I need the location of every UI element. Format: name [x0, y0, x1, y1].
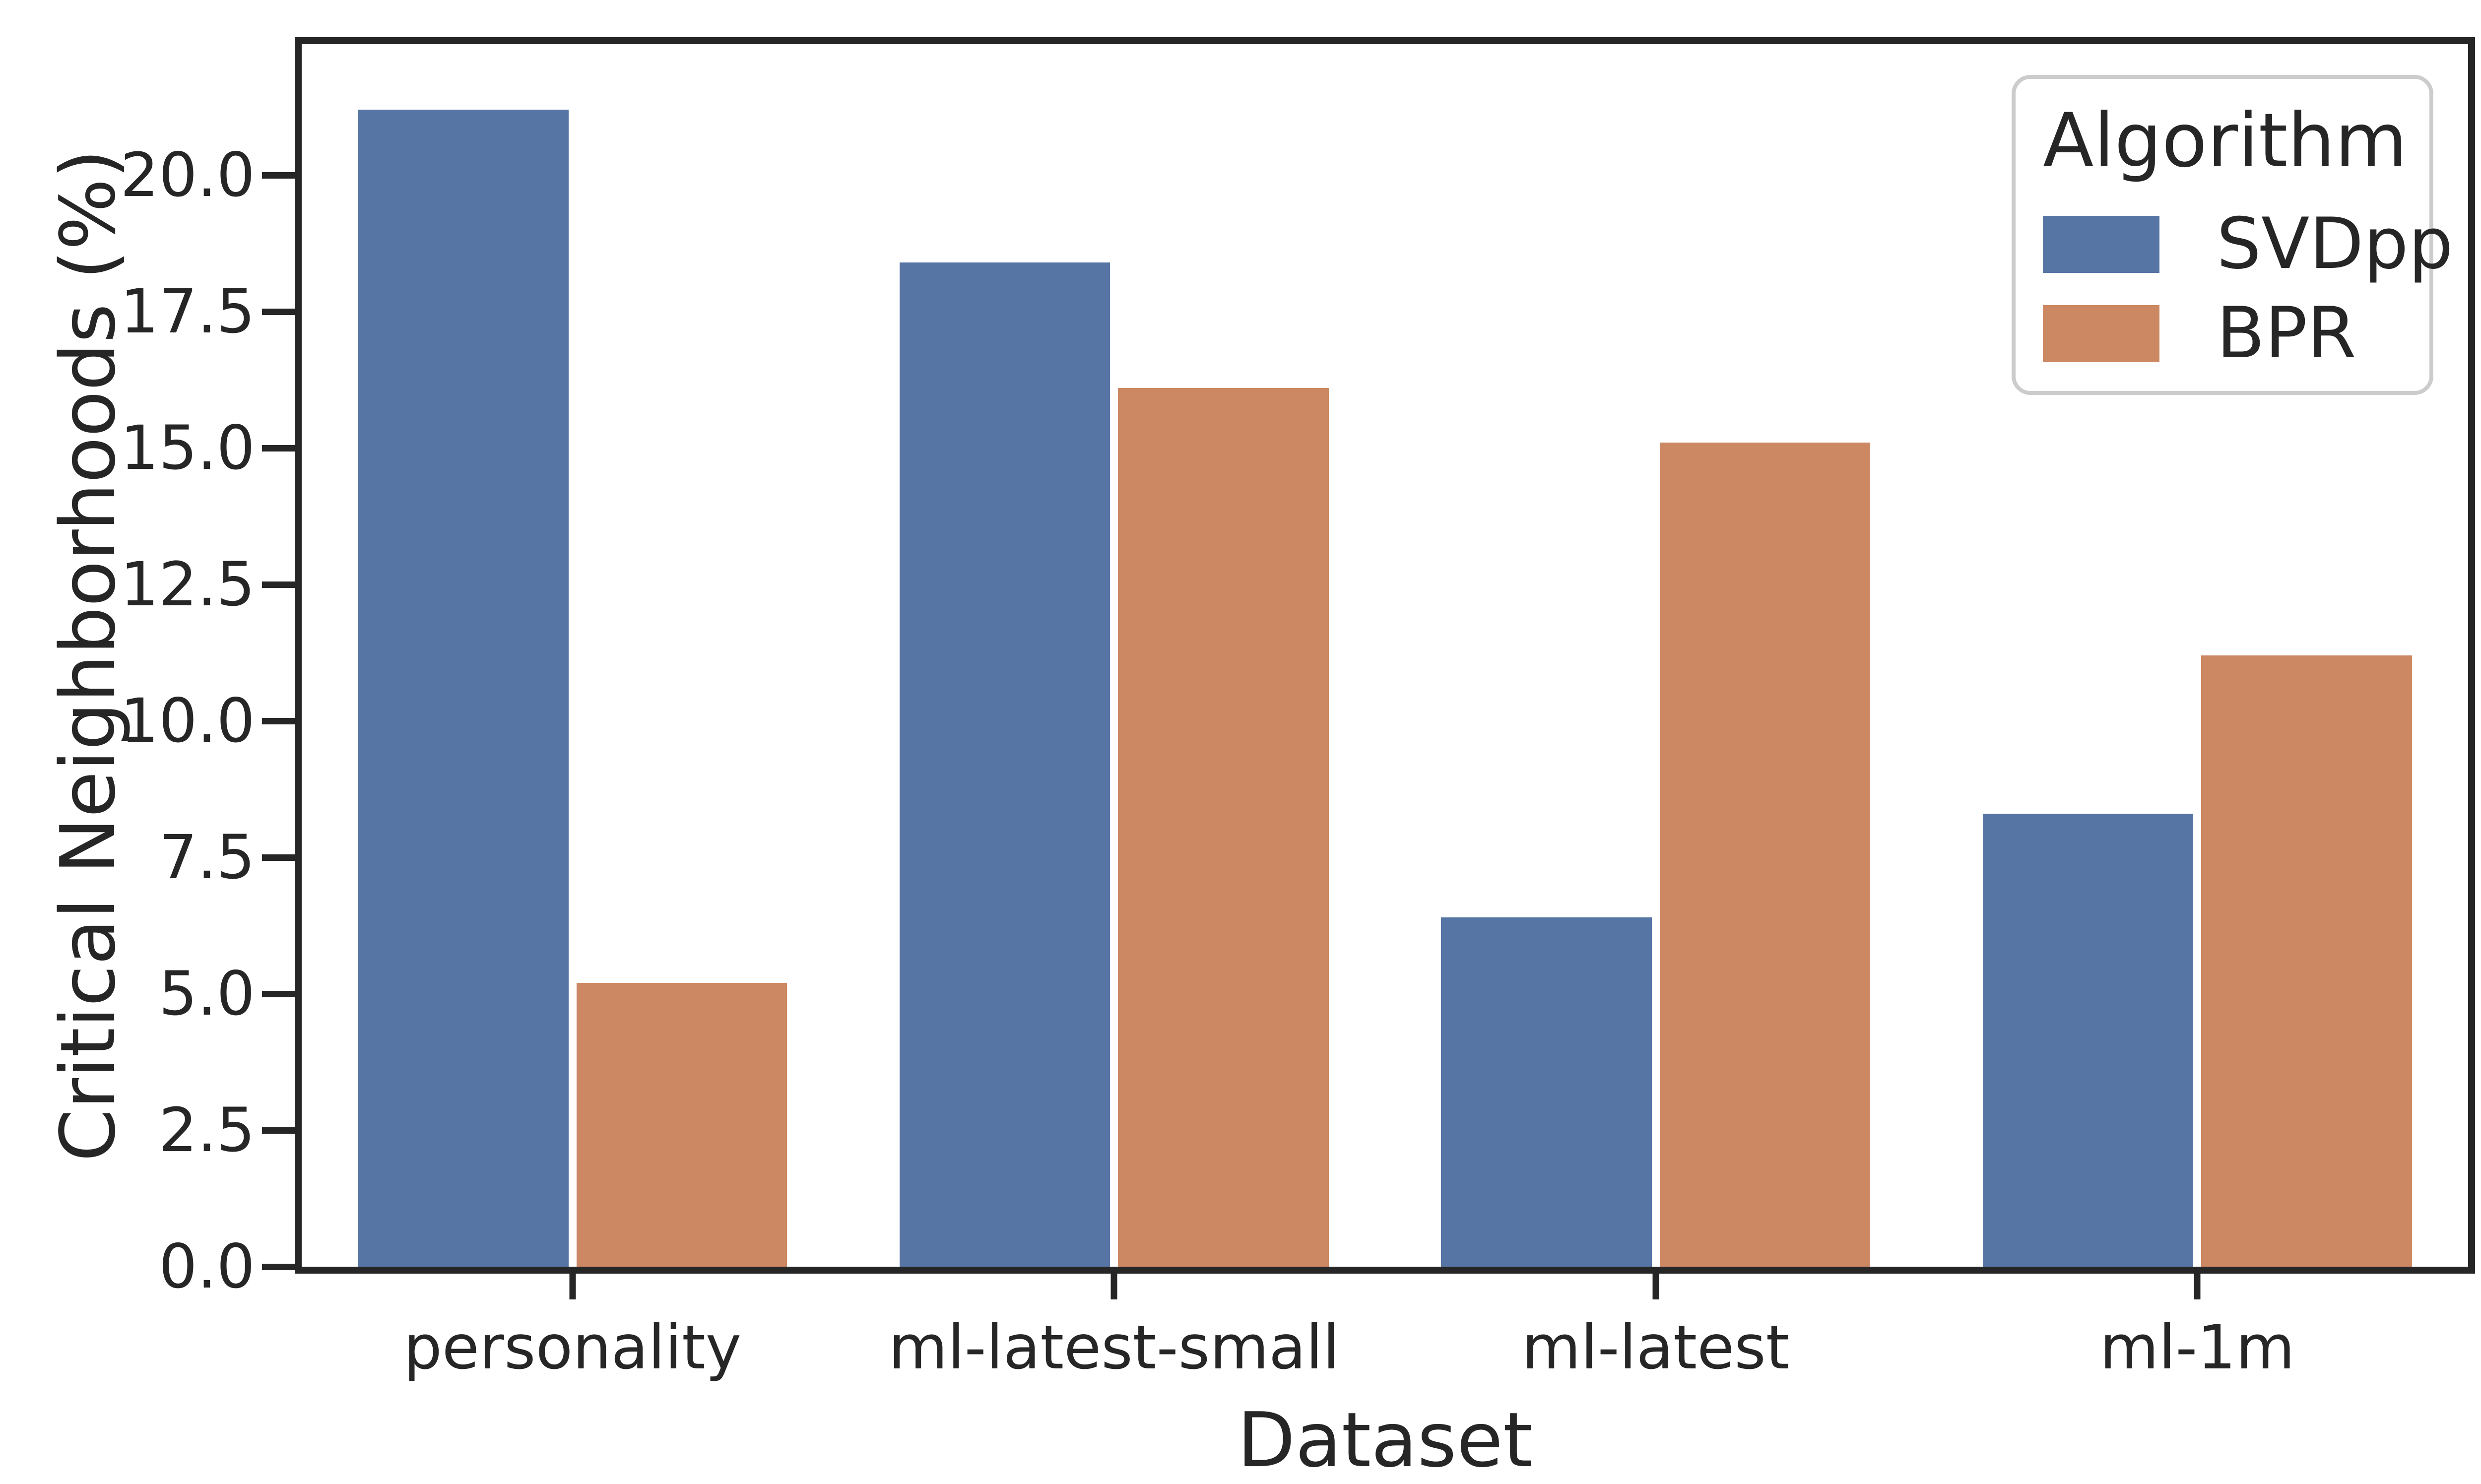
bar-ml-latest-small-BPR — [1118, 388, 1329, 1267]
y-tick-label: 7.5 — [158, 822, 255, 893]
x-tick-label-personality: personality — [403, 1312, 742, 1383]
y-tick-label: 15.0 — [120, 413, 255, 483]
y-tick-mark — [262, 172, 295, 179]
bar-ml-1m-SVDpp — [1982, 814, 2194, 1267]
x-tick-mark — [1652, 1267, 1659, 1299]
y-tick-mark — [262, 445, 295, 452]
x-tick-label-ml-latest-small: ml-latest-small — [888, 1312, 1340, 1383]
bar-personality-SVDpp — [358, 110, 569, 1267]
y-tick-mark — [262, 309, 295, 315]
plot-area: 0.0 2.5 5.0 7.5 10.0 12.5 15.0 17.5 20.0 persona… — [44, 37, 2475, 1482]
svdpp-color-swatch — [2043, 215, 2159, 273]
y-tick-label: 0.0 — [158, 1231, 255, 1302]
y-tick-mark — [262, 718, 295, 724]
x-tick-mark — [1110, 1267, 1117, 1299]
x-tick-mark — [2194, 1267, 2201, 1299]
y-tick-mark — [262, 991, 295, 997]
bar-ml-latest-small-SVDpp — [899, 262, 1110, 1267]
legend-label-svdpp: SVDpp — [2217, 203, 2453, 285]
y-tick-mark — [262, 854, 295, 861]
legend: Algorithm SVDpp BPR — [2012, 75, 2453, 395]
y-tick-label: 5.0 — [158, 959, 255, 1029]
y-tick-label: 12.5 — [120, 549, 255, 620]
bar-ml-latest-BPR — [1659, 443, 1871, 1267]
legend-label-bpr: BPR — [2217, 292, 2356, 374]
y-tick-label: 10.0 — [120, 686, 255, 756]
bar-ml-latest-SVDpp — [1441, 917, 1652, 1267]
bpr-color-swatch — [2043, 305, 2159, 362]
x-axis-label: Dataset — [1237, 1396, 1533, 1484]
x-tick-mark — [569, 1267, 576, 1299]
y-tick-mark — [262, 581, 295, 588]
y-axis-label: Critical Neighborhoods (%) — [44, 149, 132, 1162]
legend-row-svdpp: SVDpp — [2043, 209, 2453, 279]
legend-title: Algorithm — [2043, 98, 2408, 184]
y-tick-label: 2.5 — [158, 1095, 255, 1165]
x-tick-label-ml-1m: ml-1m — [2099, 1312, 2295, 1383]
y-tick-mark — [262, 1127, 295, 1134]
bar-ml-1m-BPR — [2201, 655, 2412, 1267]
y-tick-label: 17.5 — [120, 276, 255, 347]
y-tick-label: 20.0 — [120, 140, 255, 210]
legend-row-bpr: BPR — [2043, 298, 2402, 369]
x-tick-label-ml-latest: ml-latest — [1521, 1312, 1790, 1383]
bar-personality-BPR — [576, 983, 787, 1267]
y-tick-mark — [262, 1264, 295, 1270]
